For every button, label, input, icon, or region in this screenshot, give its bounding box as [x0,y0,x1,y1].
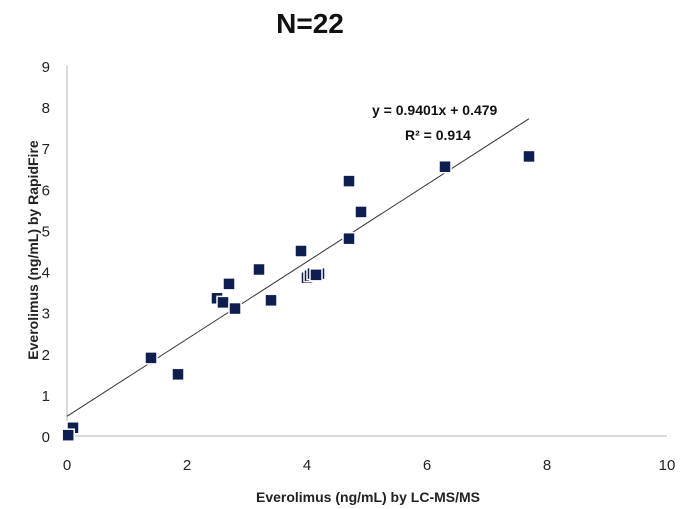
x-tick-label: 10 [659,457,676,474]
x-tick-label: 8 [543,457,551,474]
y-tick-label: 6 [42,182,50,199]
y-tick-label: 7 [42,141,50,158]
y-tick-label: 1 [42,388,50,405]
y-tick-label: 5 [42,223,50,240]
x-axis-label: Everolimus (ng/mL) by LC-MS/MS [256,489,480,505]
y-tick-label: 4 [42,265,50,282]
y-tick-label: 8 [42,100,50,117]
data-point [522,149,536,164]
x-tick-label: 6 [423,457,431,474]
data-point [144,351,158,365]
axes [66,66,667,437]
r-squared-label: R² = 0.914 [405,127,471,143]
y-tick-label: 2 [42,347,50,364]
y-axis-label: Everolimus (ng/mL) by RapidFire [25,140,41,360]
data-point [354,205,368,219]
data-point [342,231,356,246]
data-point [61,428,75,442]
tick-labels: 0 2 4 6 8 10 0 1 2 3 4 5 6 7 8 9 [42,59,676,474]
data-points [60,149,536,443]
x-tick-label: 2 [183,457,191,474]
data-point [171,367,185,382]
x-tick-label: 4 [303,457,311,474]
trendline-group [66,118,530,417]
trendline [66,118,530,417]
data-point [438,159,452,174]
x-tick-label: 0 [63,457,71,474]
data-point [216,295,230,310]
data-point [222,277,236,291]
trendline-equation: y = 0.9401x + 0.479 [372,102,498,118]
data-point [294,244,308,258]
data-point [252,262,266,277]
y-tick-label: 9 [42,59,50,76]
y-tick-label: 0 [42,429,50,446]
data-point [228,301,242,316]
y-tick-label: 3 [42,306,50,323]
data-point [264,293,278,308]
data-point [342,174,356,188]
data-point [309,268,323,282]
chart-title: N=22 [276,8,344,39]
